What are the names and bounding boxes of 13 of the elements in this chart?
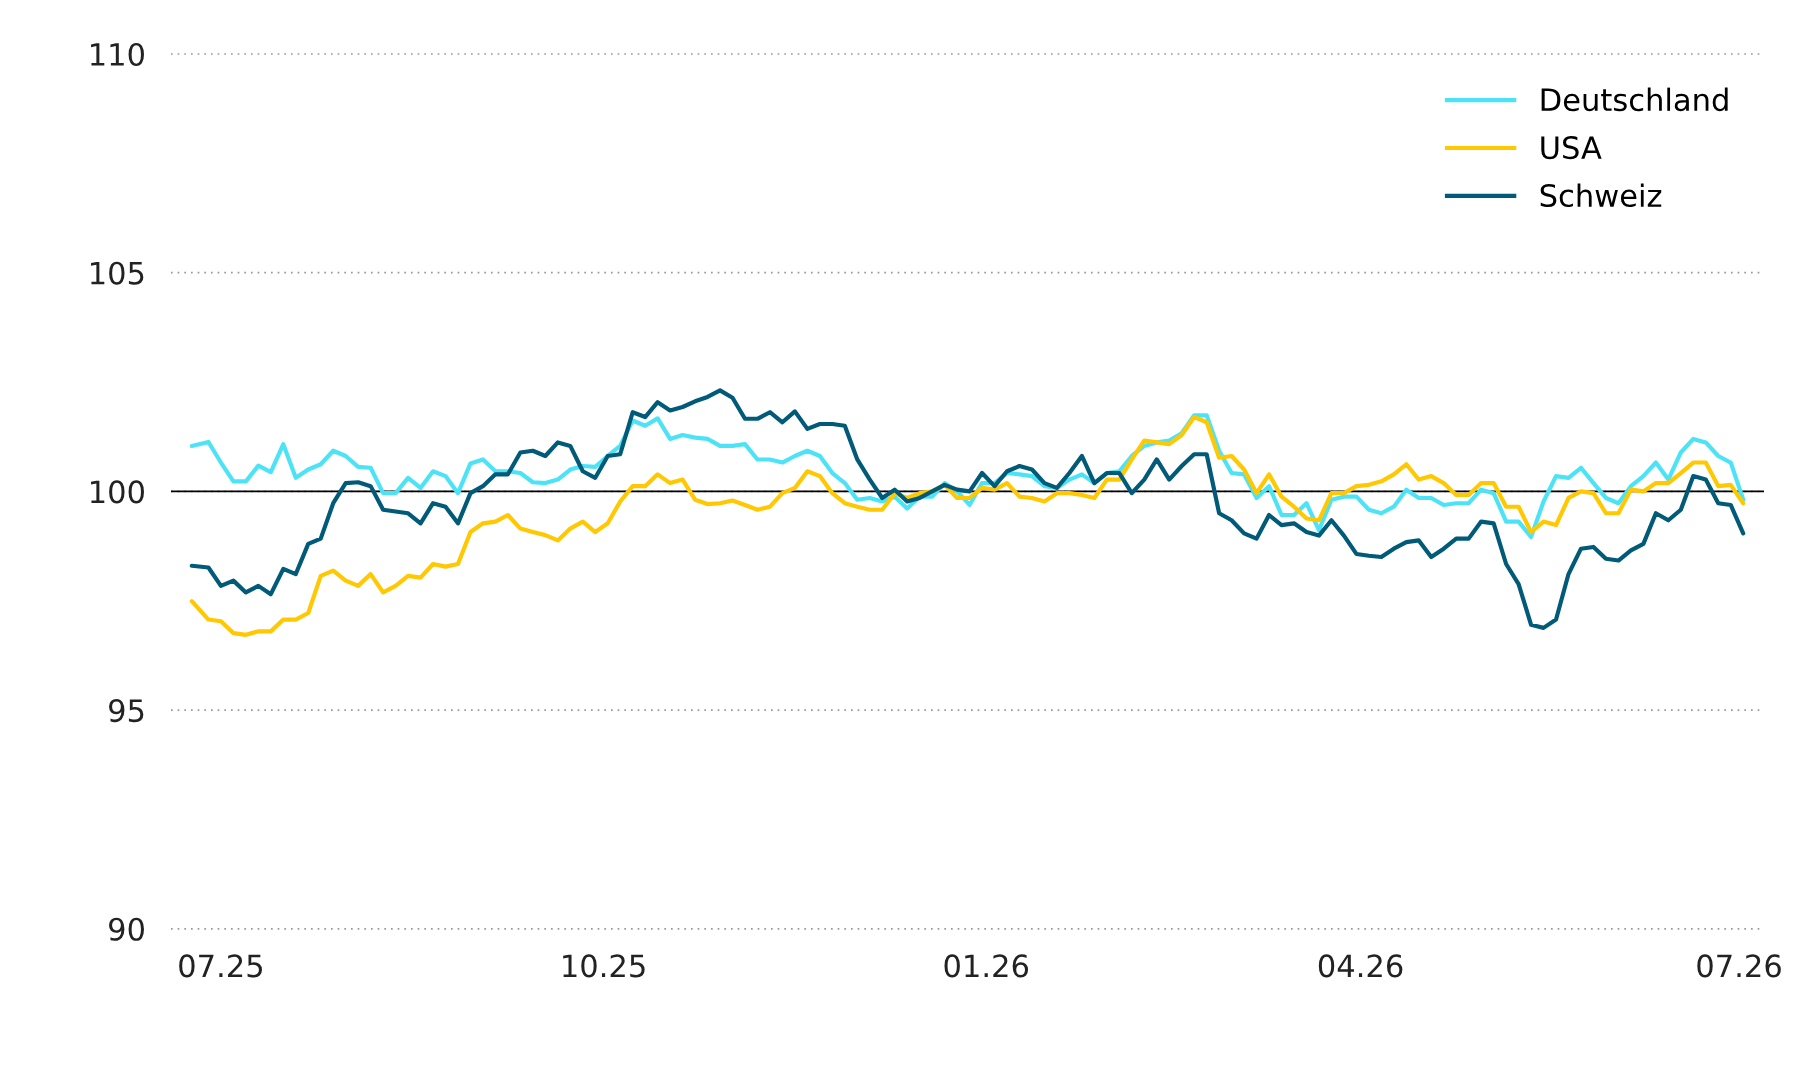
y-tick-label: 110 [91, 42, 144, 67]
y-tick-label: 95 [109, 699, 144, 723]
legend-label: Schweiz [1540, 183, 1662, 208]
y-tick-label: 90 [109, 917, 144, 941]
x-tick-label: 04.26 [1318, 954, 1403, 978]
x-tick-label: 07.25 [179, 954, 262, 978]
x-tick-label: 01.26 [944, 954, 1029, 978]
x-tick-label: 10.25 [563, 954, 645, 978]
y-tick-label: 105 [91, 261, 144, 285]
legend-label: Deutschland [1541, 87, 1728, 112]
x-tick-label: 07.26 [1697, 954, 1781, 978]
legend-label: USA [1541, 136, 1602, 160]
y-tick-label: 100 [91, 480, 144, 504]
